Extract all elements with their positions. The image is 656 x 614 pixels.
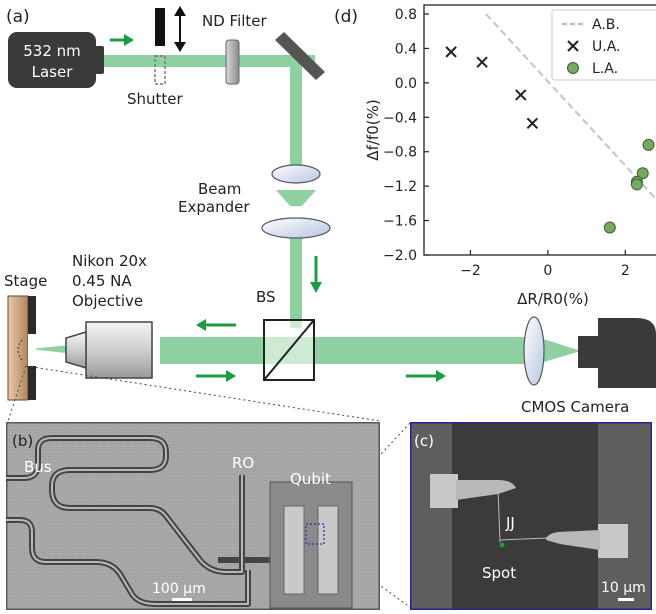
ua-point — [526, 117, 539, 130]
mirror — [275, 32, 325, 80]
x-tick-label: −2 — [460, 263, 481, 279]
laser-label-line1: 532 nm — [23, 42, 81, 60]
scale-bar-c — [618, 598, 634, 601]
bs-label: BS — [256, 288, 276, 306]
scale-bar-b — [172, 598, 192, 601]
y-axis-label: Δf/f0(%) — [364, 99, 382, 160]
laser-source: 532 nm Laser — [8, 32, 104, 88]
jj-label: JJ — [505, 514, 515, 532]
beam-expander-label-line2: Expander — [178, 198, 250, 216]
y-tick-label: 0.4 — [395, 41, 417, 57]
cmos-camera — [578, 318, 656, 388]
nd-filter-label: ND Filter — [202, 12, 268, 30]
jj-wire — [497, 487, 501, 543]
camera-lens — [523, 316, 545, 386]
ua-point — [445, 46, 457, 58]
y-tick-label: −1.6 — [383, 214, 417, 230]
objective-label-line1: Nikon 20x — [72, 252, 147, 270]
y-tick-label: 0.8 — [395, 7, 417, 23]
objective — [65, 321, 153, 379]
legend-ua-label: U.A. — [592, 39, 620, 55]
x-tick-label: 0 — [543, 263, 552, 279]
panel-label-b: (b) — [12, 432, 33, 450]
y-tick-label: −0.8 — [383, 145, 417, 161]
y-tick-label: −2.0 — [383, 248, 417, 264]
zoom-box — [305, 523, 325, 545]
shutter — [154, 8, 166, 85]
shutter-label: Shutter — [127, 90, 184, 108]
qubit-pocket — [269, 481, 353, 609]
x-axis-label: ΔR/R0(%) — [517, 290, 589, 308]
nd-filter — [225, 39, 240, 85]
beam-direction-arrow-laser — [110, 34, 134, 46]
objective-label-line2: 0.45 NA — [72, 272, 132, 290]
stage-label: Stage — [4, 272, 47, 290]
qubit-pad-right — [317, 505, 339, 595]
objective-label-line3: Objective — [72, 292, 143, 310]
spot-label: Spot — [482, 564, 516, 582]
legend-ab-label: A.B. — [592, 17, 620, 33]
beam-direction-arrow-right-1 — [196, 370, 236, 382]
lead-right — [546, 530, 600, 550]
legend-la-swatch — [567, 62, 579, 74]
beam-direction-arrow-down — [310, 256, 322, 293]
scale-bar-c-label: 10 μm — [601, 580, 646, 596]
chart-legend: A.B. U.A. L.A. — [551, 9, 656, 81]
ua-point — [515, 89, 527, 101]
scatter-chart: (d) 0.8 0.4 0.0 −0.4 −0.8 −1.2 −1.6 −2.0 −2 0 2 Δf… — [334, 4, 656, 308]
ro-label: RO — [232, 454, 254, 472]
legend-la-label: L.A. — [592, 61, 618, 77]
lead-left — [456, 480, 516, 500]
panel-label-c: (c) — [414, 432, 434, 450]
qubit-label: Qubit — [290, 470, 331, 488]
la-point — [630, 178, 643, 191]
stage — [7, 295, 36, 401]
y-tick-label: −0.4 — [383, 110, 417, 126]
scale-bar-b-label: 100 μm — [152, 581, 206, 597]
micrograph-b: (b) Bus RO Qubit 100 μm — [6, 422, 380, 610]
panel-label-d: (d) — [334, 7, 358, 27]
laser-label-line2: Laser — [32, 63, 74, 81]
ua-point — [476, 56, 488, 68]
x-tick-label: 2 — [621, 263, 630, 279]
y-tick-label: 0.0 — [395, 76, 417, 92]
la-point — [636, 167, 649, 180]
la-point — [642, 138, 655, 151]
electrode-left — [430, 474, 458, 508]
beam-expander-label-line1: Beam — [198, 180, 241, 198]
laser-spot-marker — [499, 542, 505, 548]
beam-direction-arrow-left — [196, 319, 236, 331]
micrograph-c: (c) JJ Spot 10 μm — [410, 422, 652, 610]
la-point — [603, 221, 616, 234]
shutter-motion-arrow-icon — [174, 6, 186, 52]
bus-label: Bus — [24, 458, 52, 476]
expander-lens-bottom — [261, 217, 331, 239]
panel-label-a: (a) — [6, 7, 30, 27]
legend-ua-swatch — [567, 40, 579, 52]
expander-lens-top — [271, 164, 321, 184]
y-tick-label: −1.2 — [383, 179, 417, 195]
beam-splitter — [263, 319, 315, 381]
camera-label: CMOS Camera — [521, 398, 629, 416]
electrode-right — [598, 524, 628, 558]
beam-direction-arrow-right-2 — [406, 370, 446, 382]
qubit-pad-left — [283, 505, 305, 595]
